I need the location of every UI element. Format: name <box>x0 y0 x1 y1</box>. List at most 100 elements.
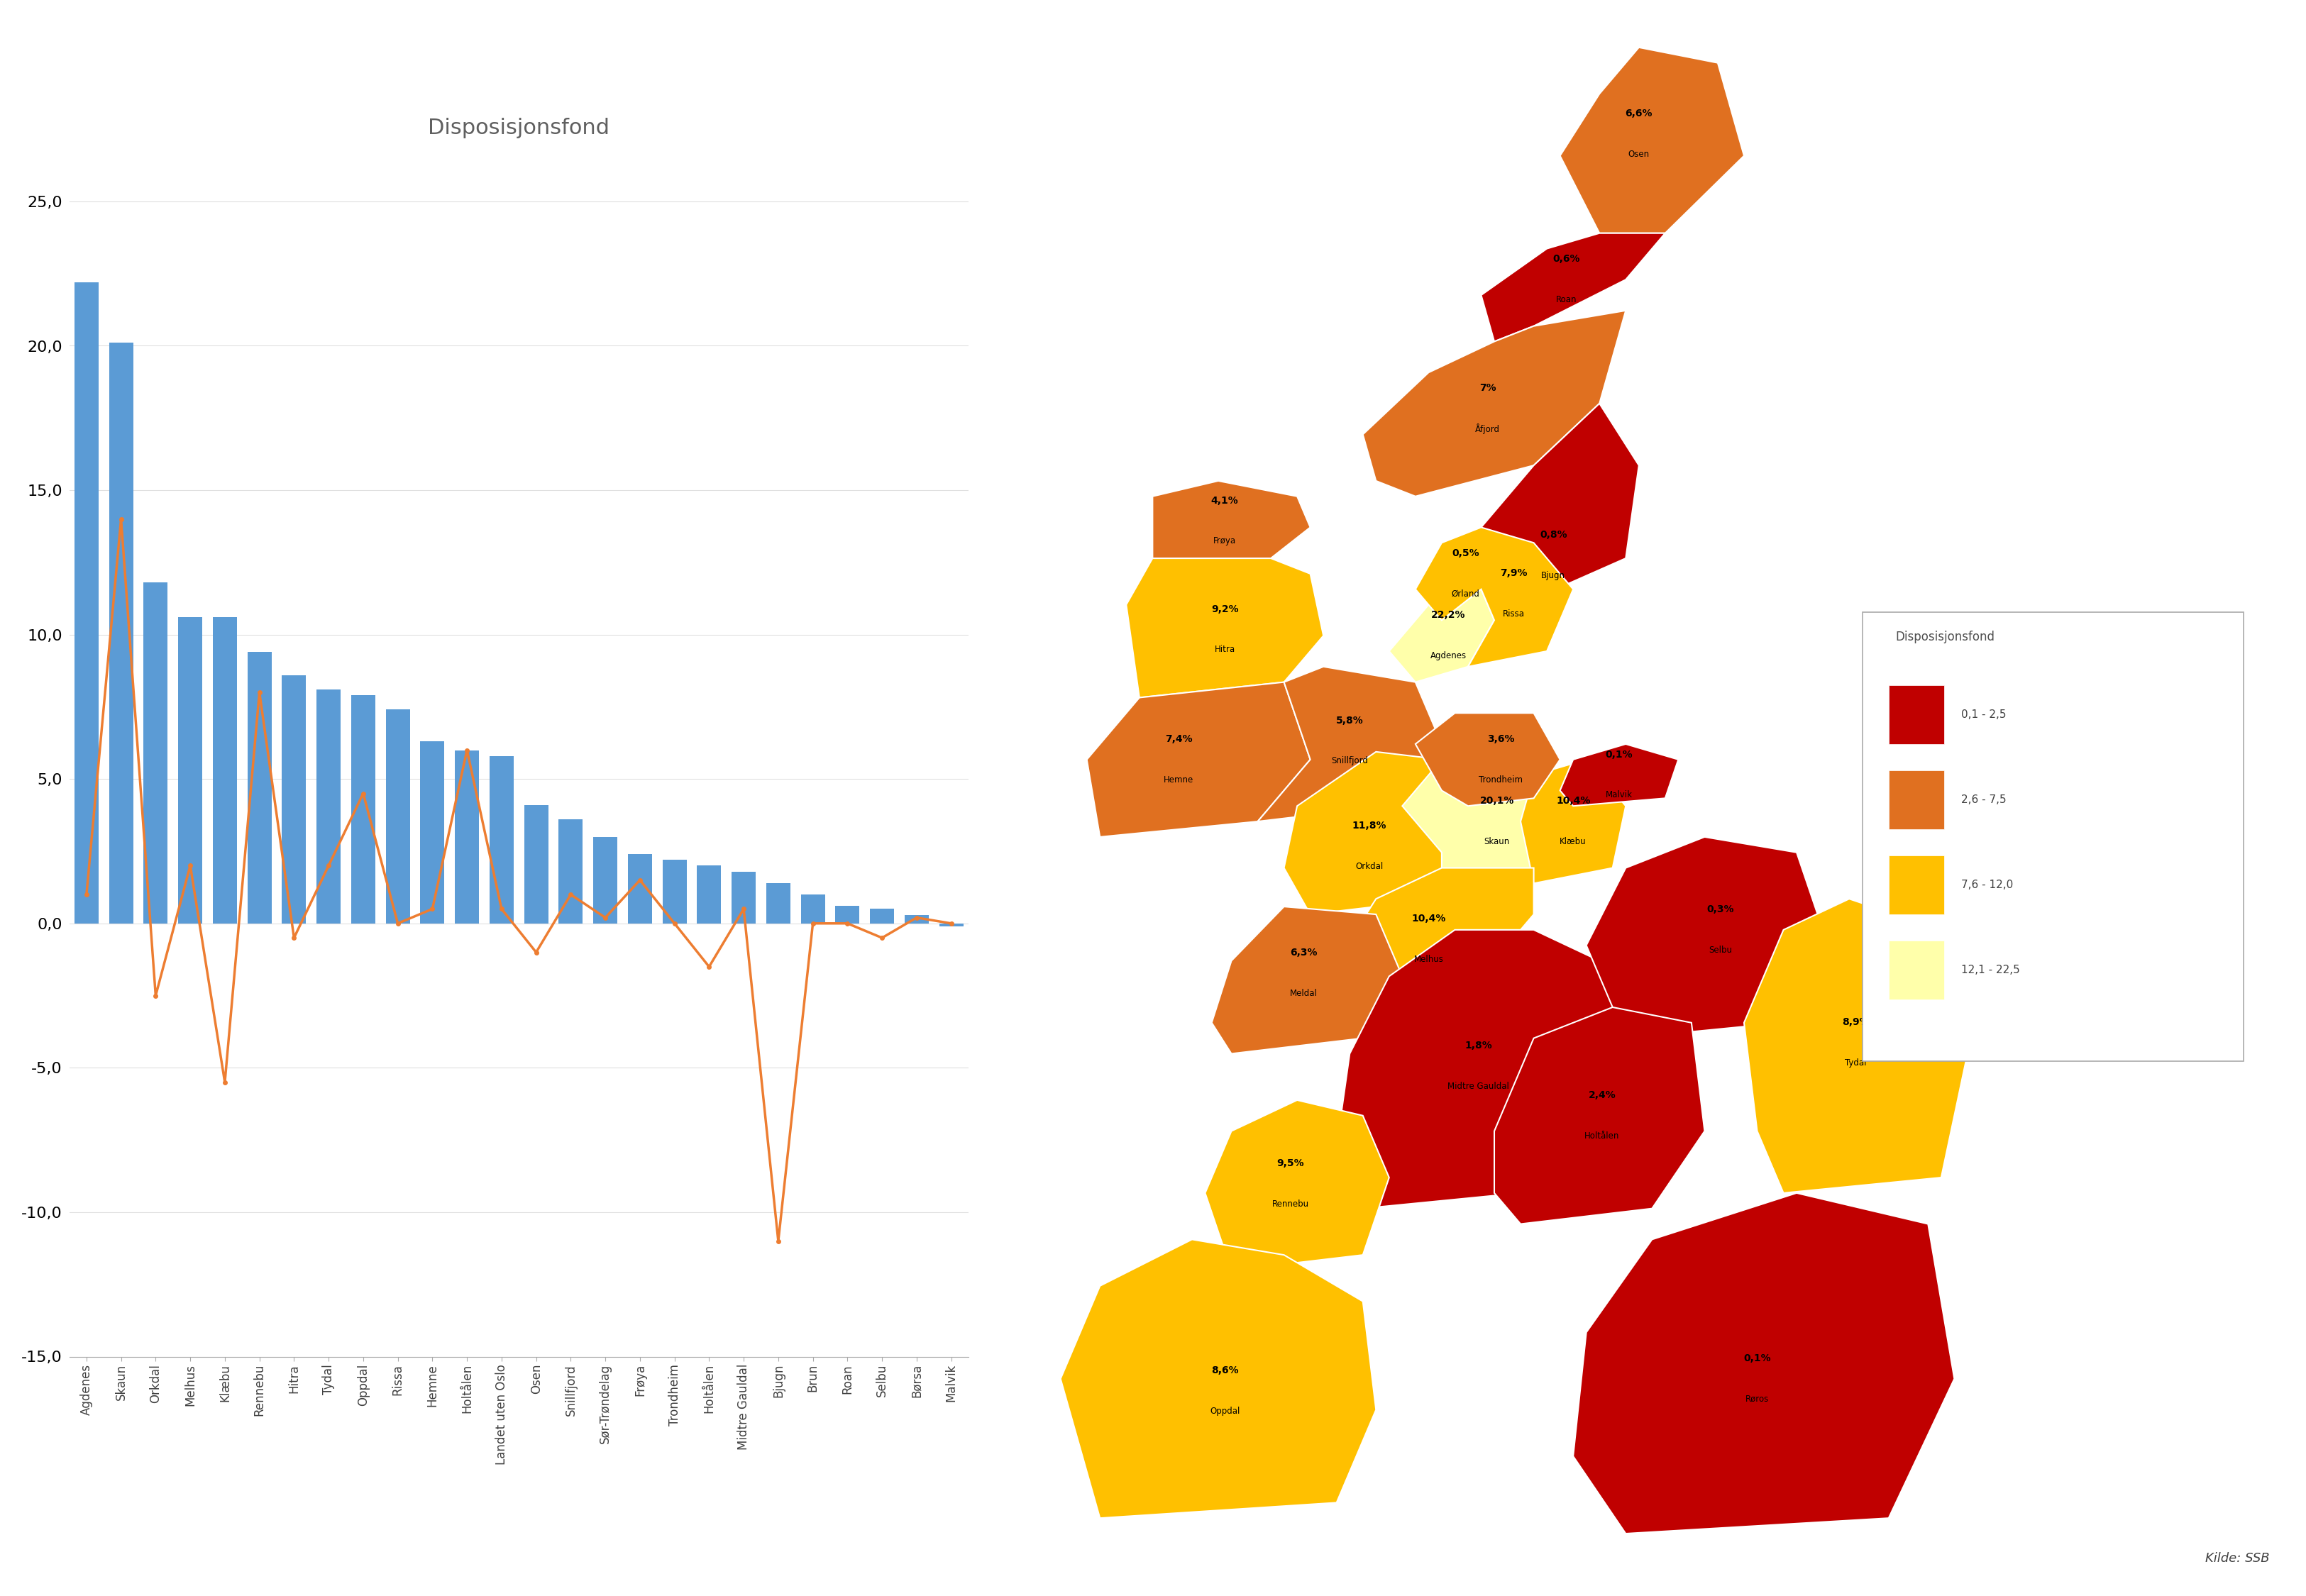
Polygon shape <box>1257 667 1441 822</box>
Polygon shape <box>1520 760 1626 884</box>
Text: Orkdal: Orkdal <box>1356 862 1384 871</box>
Polygon shape <box>1337 930 1626 1208</box>
Text: Kilde: SSB: Kilde: SSB <box>2205 1551 2269 1564</box>
Text: Rennebu: Rennebu <box>1273 1199 1310 1208</box>
Polygon shape <box>1559 744 1679 806</box>
Polygon shape <box>1480 233 1665 342</box>
Text: Frøya: Frøya <box>1213 536 1236 546</box>
Bar <box>1889 685 1944 744</box>
Text: 0,6%: 0,6% <box>1552 254 1580 263</box>
Text: 10,4%: 10,4% <box>1557 796 1591 806</box>
Polygon shape <box>1284 752 1480 915</box>
Text: 2,6 - 7,5: 2,6 - 7,5 <box>1960 795 2006 804</box>
Bar <box>1889 771 1944 830</box>
Bar <box>593 836 618 924</box>
Bar <box>454 750 480 924</box>
Polygon shape <box>1086 681 1310 836</box>
Polygon shape <box>1211 907 1402 1053</box>
Text: Rissa: Rissa <box>1504 610 1524 619</box>
Bar <box>904 915 929 924</box>
Polygon shape <box>1125 559 1324 697</box>
Bar <box>212 618 238 924</box>
Text: Meldal: Meldal <box>1289 988 1317 998</box>
Text: Tydal: Tydal <box>1845 1058 1866 1068</box>
Bar <box>869 910 895 924</box>
Bar <box>385 710 410 924</box>
Text: 0,1%: 0,1% <box>1743 1353 1771 1363</box>
Text: 5,8%: 5,8% <box>1335 715 1363 726</box>
Polygon shape <box>1494 1007 1704 1224</box>
Polygon shape <box>1206 1100 1388 1270</box>
Polygon shape <box>1416 527 1520 621</box>
Text: Trondheim: Trondheim <box>1478 776 1522 784</box>
Text: Bjugn: Bjugn <box>1540 571 1566 579</box>
Text: Osen: Osen <box>1628 150 1649 158</box>
Text: 8,9%: 8,9% <box>1842 1017 1870 1028</box>
Text: 9,5%: 9,5% <box>1278 1159 1305 1168</box>
Polygon shape <box>1061 1240 1377 1518</box>
Text: 1,8%: 1,8% <box>1464 1041 1492 1050</box>
Text: 7,6 - 12,0: 7,6 - 12,0 <box>1960 879 2013 891</box>
Text: Skaun: Skaun <box>1485 836 1510 846</box>
Bar <box>420 742 445 924</box>
Bar <box>523 804 549 924</box>
Text: 0,1%: 0,1% <box>1605 750 1633 760</box>
Text: 7,9%: 7,9% <box>1501 568 1527 578</box>
Text: 6,3%: 6,3% <box>1289 948 1317 958</box>
Text: Hemne: Hemne <box>1165 776 1195 784</box>
Text: 9,2%: 9,2% <box>1211 603 1238 614</box>
Text: Åfjord: Åfjord <box>1476 423 1501 434</box>
Text: Midtre Gauldal: Midtre Gauldal <box>1448 1082 1510 1090</box>
Text: Hitra: Hitra <box>1215 645 1236 654</box>
Bar <box>489 757 514 924</box>
Text: Roan: Roan <box>1557 295 1577 305</box>
Text: 11,8%: 11,8% <box>1351 820 1386 832</box>
Bar <box>178 618 203 924</box>
Text: 0,5%: 0,5% <box>1453 549 1478 559</box>
Bar <box>766 883 791 924</box>
Polygon shape <box>1480 404 1640 605</box>
Polygon shape <box>1573 1194 1955 1534</box>
Polygon shape <box>1416 527 1573 667</box>
Text: 12,1 - 22,5: 12,1 - 22,5 <box>1960 964 2020 975</box>
Bar <box>731 871 756 924</box>
Text: 8,6%: 8,6% <box>1211 1366 1238 1376</box>
Text: Selbu: Selbu <box>1709 945 1732 954</box>
Bar <box>627 854 653 924</box>
Text: Malvik: Malvik <box>1605 790 1633 800</box>
Bar <box>247 651 272 924</box>
Text: 4,1%: 4,1% <box>1211 496 1238 506</box>
Text: Røros: Røros <box>1746 1395 1769 1403</box>
Text: 22,2%: 22,2% <box>1432 610 1467 621</box>
Polygon shape <box>1337 868 1533 991</box>
FancyBboxPatch shape <box>1863 613 2244 1061</box>
Text: Oppdal: Oppdal <box>1211 1406 1241 1416</box>
Bar <box>939 924 964 926</box>
Bar <box>316 689 341 924</box>
Text: 0,8%: 0,8% <box>1540 530 1568 539</box>
Bar <box>800 894 826 924</box>
Text: 10,4%: 10,4% <box>1411 913 1446 924</box>
Text: Klæbu: Klæbu <box>1559 836 1587 846</box>
Polygon shape <box>1402 760 1559 899</box>
Text: 0,3%: 0,3% <box>1706 905 1734 915</box>
Bar <box>108 343 134 924</box>
Text: Agdenes: Agdenes <box>1430 651 1467 661</box>
Text: Disposisjonsfond: Disposisjonsfond <box>1896 630 1995 643</box>
Text: 2,4%: 2,4% <box>1589 1090 1617 1100</box>
Text: 7%: 7% <box>1480 383 1497 393</box>
Polygon shape <box>1587 836 1822 1037</box>
Text: Snillfjord: Snillfjord <box>1331 757 1367 766</box>
Bar <box>1889 940 1944 999</box>
Bar <box>1889 855 1944 915</box>
Polygon shape <box>1388 589 1494 681</box>
Polygon shape <box>1559 48 1743 233</box>
Bar <box>558 819 583 924</box>
Bar <box>143 583 168 924</box>
Text: 20,1%: 20,1% <box>1480 796 1515 806</box>
Polygon shape <box>1363 311 1626 496</box>
Bar <box>835 907 860 924</box>
Text: Ørland: Ørland <box>1450 589 1480 598</box>
Bar <box>74 282 99 924</box>
Polygon shape <box>1416 713 1559 806</box>
